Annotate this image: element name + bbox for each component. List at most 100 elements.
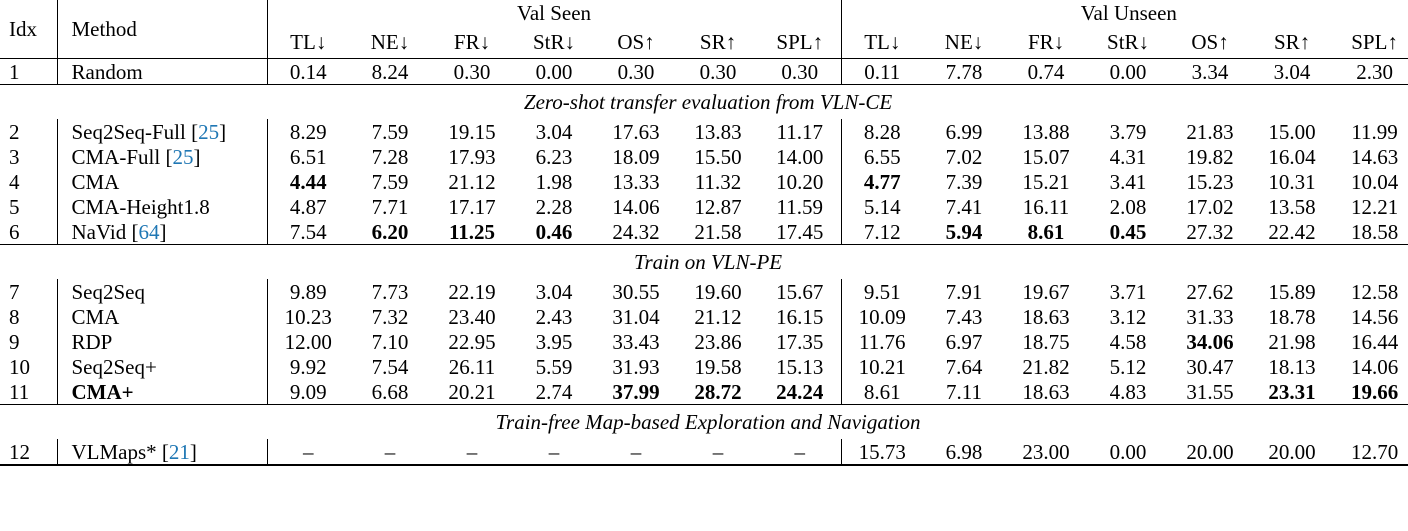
metric-value: 31.93 — [612, 354, 660, 379]
metric-value: 7.41 — [945, 194, 983, 219]
metric-value: 0.45 — [1109, 219, 1147, 244]
metric-value: 7.71 — [371, 194, 409, 219]
method-name: NaVid — [71, 219, 132, 244]
metric-value: 23.40 — [448, 304, 496, 329]
table-row: 10 Seq2Seq+ 9.92 7.54 26.11 5.59 31.93 19.58 15.… — [0, 354, 1408, 379]
row-idx: 5 — [9, 194, 20, 219]
metric-value: 0.00 — [1087, 439, 1170, 466]
metric-header: OS↑ — [1191, 29, 1229, 54]
metric-value: 8.29 — [266, 119, 349, 144]
section-title: Train on VLN-PE — [0, 244, 1408, 279]
row-method: Seq2Seq-Full [25] — [56, 119, 267, 144]
row-method: CMA — [56, 304, 267, 329]
row-method: Seq2Seq — [56, 279, 267, 304]
metric-value: 0.00 — [513, 58, 595, 85]
metric-value: 23.86 — [694, 329, 742, 354]
metric-value: 19.82 — [1186, 144, 1234, 169]
metric-value: 7.10 — [371, 329, 409, 354]
row-method: VLMaps* [21] — [56, 439, 267, 466]
metric-value: 22.42 — [1268, 219, 1316, 244]
metric-value: 27.32 — [1186, 219, 1234, 244]
metric-value: 12.70 — [1333, 439, 1408, 466]
method-name: Seq2Seq+ — [71, 354, 157, 379]
metric-value: 6.97 — [945, 329, 983, 354]
metric-value: – — [431, 439, 513, 466]
metric-value: 13.83 — [694, 119, 742, 144]
citation-link[interactable]: 25 — [198, 119, 220, 144]
metric-value: 11.17 — [776, 119, 824, 144]
metric-value: – — [266, 439, 349, 466]
metric-value: 19.66 — [1350, 379, 1399, 404]
metric-value: 18.75 — [1022, 329, 1070, 354]
metric-value: 15.73 — [840, 439, 924, 466]
metric-value: 2.08 — [1109, 194, 1147, 219]
metric-value: 0.30 — [431, 58, 513, 85]
metric-value: 24.24 — [776, 379, 824, 404]
metric-value: 10.21 — [840, 354, 924, 379]
method-name: Random — [71, 59, 143, 84]
table-row: 11 CMA+ 9.09 6.68 20.21 2.74 37.99 28.72 24.24 8.… — [0, 379, 1408, 405]
metric-value: 22.19 — [448, 279, 496, 304]
metric-value: 17.17 — [448, 194, 496, 219]
metric-value: 12.58 — [1350, 279, 1399, 304]
metric-value: 15.07 — [1022, 144, 1070, 169]
metric-value: 16.15 — [776, 304, 824, 329]
metric-header: FR↓ — [453, 29, 491, 54]
metric-value: 9.51 — [840, 279, 924, 304]
metric-value: 11.76 — [840, 329, 924, 354]
row-method: CMA-Full [25] — [56, 144, 267, 169]
section-title: Train-free Map-based Exploration and Nav… — [0, 404, 1408, 439]
metric-value: 8.61 — [840, 379, 924, 405]
method-name: CMA+ — [71, 379, 134, 404]
metric-header: SR↑ — [1273, 29, 1311, 54]
metric-value: 23.00 — [1005, 439, 1088, 466]
metric-value: 0.30 — [759, 58, 842, 85]
metric-value: 28.72 — [694, 379, 742, 404]
metric-value: 3.95 — [535, 329, 573, 354]
metric-value: 30.55 — [612, 279, 660, 304]
metric-value: 7.43 — [945, 304, 983, 329]
method-name: CMA-Height1.8 — [71, 194, 210, 219]
section-title: Zero-shot transfer evaluation from VLN-C… — [0, 84, 1408, 119]
metric-value: 31.04 — [612, 304, 660, 329]
table-row: 6 NaVid [64] 7.54 6.20 11.25 0.46 24.32 21.58 17… — [0, 219, 1408, 245]
metric-value: – — [349, 439, 431, 466]
method-name: Seq2Seq-Full — [71, 119, 192, 144]
method-name: CMA — [71, 169, 120, 194]
table-row: 5 CMA-Height1.8 4.87 7.71 17.17 2.28 14.06 12.8… — [0, 194, 1408, 219]
metric-value: 10.09 — [840, 304, 924, 329]
metric-value: 12.00 — [266, 329, 349, 354]
metric-value: 11.59 — [776, 194, 824, 219]
metric-value: 14.00 — [776, 144, 824, 169]
metric-value: 27.62 — [1186, 279, 1234, 304]
table-row: 8 CMA 10.23 7.32 23.40 2.43 31.04 21.12 16.15 10.… — [0, 304, 1408, 329]
metric-value: 13.58 — [1268, 194, 1316, 219]
metric-value: 6.68 — [371, 379, 409, 404]
metric-value: 7.12 — [840, 219, 924, 245]
metric-value: 3.79 — [1109, 119, 1147, 144]
metric-header: TL↓ — [840, 26, 924, 59]
metric-value: 0.30 — [595, 58, 677, 85]
metric-value: 16.04 — [1268, 144, 1316, 169]
metric-value: 17.93 — [448, 144, 496, 169]
method-header: Method — [56, 0, 267, 59]
method-name: RDP — [71, 329, 113, 354]
metric-value: 19.67 — [1022, 279, 1070, 304]
metric-value: 22.95 — [448, 329, 496, 354]
metric-value: 31.33 — [1186, 304, 1234, 329]
row-method: RDP — [56, 329, 267, 354]
metric-value: 4.44 — [266, 169, 349, 194]
metric-value: 13.88 — [1022, 119, 1070, 144]
results-table: Idx Method Val Seen Val Unseen TL↓ NE↓ FR↓… — [0, 0, 1408, 466]
citation-link[interactable]: 21 — [168, 439, 190, 464]
metric-header: NE↓ — [370, 29, 410, 54]
metric-value: 3.04 — [535, 279, 573, 304]
metric-header: OS↑ — [617, 29, 655, 54]
metric-value: 16.44 — [1350, 329, 1399, 354]
citation-link[interactable]: 64 — [138, 219, 160, 244]
metric-value: 4.31 — [1109, 144, 1147, 169]
val-unseen-header: Val Unseen — [840, 0, 1408, 26]
row-idx: 10 — [9, 354, 30, 379]
citation-link[interactable]: 25 — [172, 144, 194, 169]
metric-value: 21.12 — [694, 304, 742, 329]
